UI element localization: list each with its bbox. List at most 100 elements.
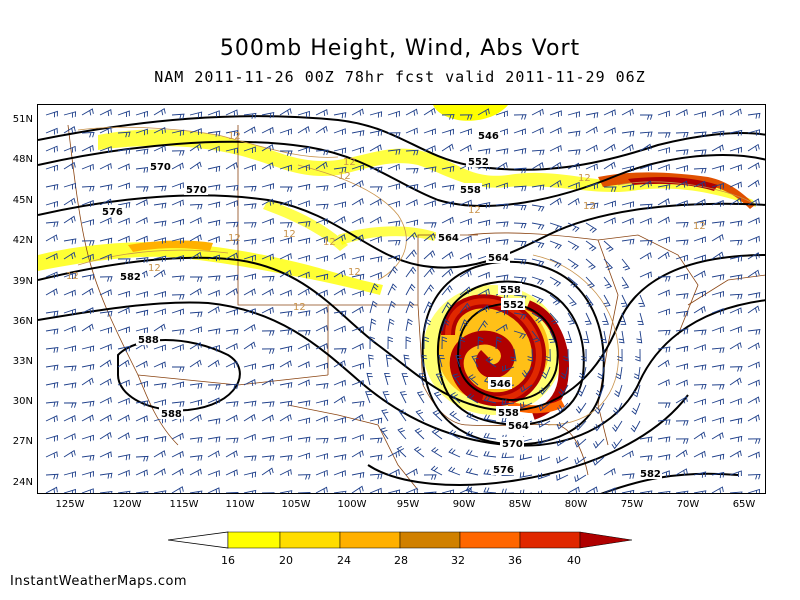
wind-barb [567, 258, 579, 270]
vorticity-contours [77, 126, 754, 426]
wind-barb [513, 128, 526, 136]
wind-barb [243, 308, 256, 315]
wind-barb [448, 466, 461, 476]
wind-barb [711, 183, 724, 190]
wind-barb [171, 237, 185, 244]
wind-barb [729, 307, 742, 315]
colorbar-label: 36 [508, 554, 522, 567]
wind-barb [513, 312, 527, 320]
wind-barb [614, 384, 623, 398]
wind-barb [297, 221, 311, 227]
wind-barb [501, 488, 514, 493]
wind-barb [387, 239, 401, 246]
wind-barb [549, 144, 562, 153]
wind-barb [189, 414, 202, 422]
wind-barb [747, 342, 760, 350]
wind-barb [387, 283, 397, 296]
wind-barb [657, 402, 671, 408]
wind-barb [387, 163, 400, 171]
wind-barb [99, 146, 112, 153]
wind-barb [297, 237, 311, 244]
wind-barb [153, 107, 166, 116]
wind-barb [153, 127, 166, 135]
wind-barb [423, 166, 437, 173]
wind-barb [189, 490, 203, 493]
wind-barb [225, 469, 238, 477]
wind-barb [171, 182, 184, 189]
wind-barb [711, 416, 724, 424]
wind-barb [243, 363, 257, 370]
wind-barb [171, 468, 184, 476]
wind-barb [384, 373, 391, 386]
wind-barb [297, 436, 311, 443]
wind-barb [567, 312, 576, 325]
wind-barb [423, 128, 436, 136]
wind-barb [369, 198, 382, 206]
wind-barb [693, 416, 706, 423]
wind-barb [189, 216, 202, 225]
wind-barb [207, 184, 221, 191]
wind-barb [657, 454, 671, 461]
wind-barb [351, 290, 364, 297]
height-label: 570 [186, 185, 207, 196]
wind-barb [675, 420, 689, 426]
wind-barb [297, 110, 310, 118]
colorbar-label: 16 [221, 554, 235, 567]
wind-barb [675, 180, 688, 188]
wind-barb [567, 181, 580, 189]
wind-barb [207, 450, 220, 458]
wind-barb [189, 399, 203, 406]
lat-label: 33N [12, 356, 33, 367]
wind-barb [415, 409, 425, 422]
height-label: 564 [438, 233, 459, 244]
wind-barb [279, 253, 292, 261]
wind-barb [45, 110, 58, 118]
wind-barb [711, 109, 724, 117]
wind-barb [135, 415, 148, 423]
wind-barb [747, 179, 760, 188]
wind-barb [369, 144, 382, 152]
wind-barb [621, 238, 635, 245]
wind-barb [117, 131, 131, 138]
wind-barb [333, 112, 347, 119]
wind-barb [297, 254, 310, 262]
wind-barb [351, 450, 364, 458]
wind-barb [333, 310, 347, 317]
map-title: 500mb Height, Wind, Abs Vort [219, 36, 581, 61]
weather-map[interactable]: 546 552 558 564 570 576 582 588 564 570 … [37, 104, 766, 494]
lon-label: 70W [676, 499, 700, 510]
wind-barb [99, 217, 112, 225]
wind-barb [171, 486, 184, 493]
wind-barb [207, 418, 221, 425]
wind-barb [45, 145, 58, 153]
wind-barb [207, 344, 220, 352]
wind-barb [45, 401, 59, 408]
wind-barb [207, 306, 220, 314]
wind-barb [711, 486, 724, 493]
wind-barb [81, 400, 95, 407]
wind-barb [549, 110, 562, 117]
wind-barb [171, 150, 185, 156]
wind-barb [81, 163, 94, 171]
wind-barb [747, 162, 760, 170]
wind-barb [405, 149, 419, 156]
wind-barb [477, 148, 491, 155]
wind-barb [657, 184, 671, 191]
wind-barb [279, 468, 292, 476]
wind-barb [502, 364, 515, 372]
wind-barb [729, 164, 742, 171]
wind-barb [153, 291, 167, 298]
wind-barb [315, 486, 328, 493]
wind-barb [135, 148, 149, 155]
wind-barb [729, 255, 743, 262]
wind-barb [477, 108, 490, 116]
wind-barb [45, 184, 59, 191]
lat-label: 45N [12, 195, 33, 206]
wind-barb [99, 431, 112, 440]
wind-barb [657, 198, 670, 206]
wind-barb [225, 401, 239, 407]
wind-barb [657, 379, 670, 387]
wind-barb [693, 149, 707, 156]
wind-barb [63, 125, 76, 134]
wind-barb [261, 126, 274, 134]
